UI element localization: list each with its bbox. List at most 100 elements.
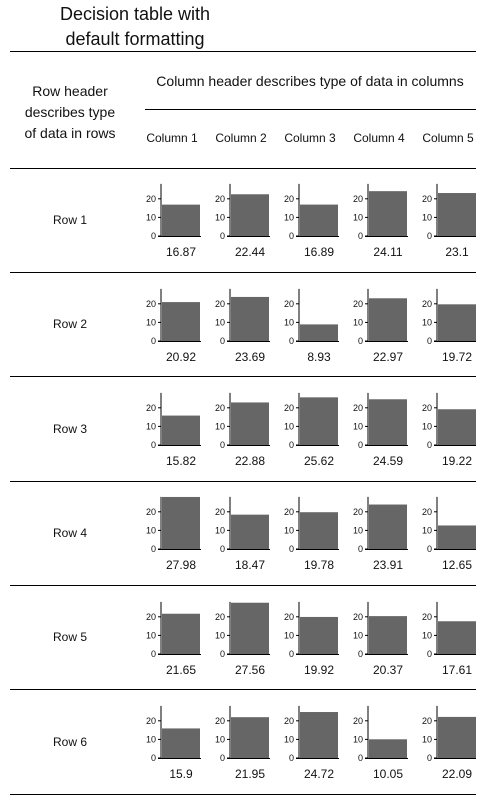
value-label-r5-c4: 20.37 [373, 663, 403, 677]
column-1-label: Column 1 [146, 131, 198, 145]
tick-label-r1-c3-20: 20 [284, 194, 294, 204]
tick-label-r3-c1-0: 0 [151, 440, 156, 450]
bar-r1-c3 [300, 204, 338, 236]
tick-label-r5-c1-20: 20 [146, 612, 156, 622]
bar-r3-c4 [369, 399, 407, 445]
tick-label-r2-c3-20: 20 [284, 299, 294, 309]
tick-label-r1-c5-20: 20 [422, 194, 432, 204]
tick-label-r4-c5-20: 20 [422, 507, 432, 517]
row-4-label: Row 4 [52, 526, 87, 540]
tick-label-r5-c4-0: 0 [358, 649, 363, 659]
value-label-r6-c4: 10.05 [373, 767, 403, 781]
tick-label-r5-c5-0: 0 [427, 649, 432, 659]
title-rule [10, 51, 476, 52]
tick-label-r6-c5-10: 10 [422, 734, 432, 744]
tick-label-r5-c3-10: 10 [284, 630, 294, 640]
tick-label-r6-c5-20: 20 [422, 716, 432, 726]
tick-label-r4-c3-10: 10 [284, 525, 294, 535]
bar-r4-c2 [231, 514, 269, 549]
tick-label-r3-c4-10: 10 [353, 421, 363, 431]
column-4-label: Column 4 [353, 131, 405, 145]
row-header-title: Row header describes type of data in row… [16, 81, 124, 144]
tick-label-r6-c4-20: 20 [353, 716, 363, 726]
tick-label-r1-c4-10: 10 [353, 212, 363, 222]
row-3-label: Row 3 [52, 422, 87, 436]
bar-r3-c5 [438, 409, 476, 445]
bar-r2-c2 [231, 296, 269, 341]
bar-r4-c3 [300, 512, 338, 549]
tick-label-r6-c1-0: 0 [151, 753, 156, 763]
value-label-r3-c5: 19.22 [442, 454, 472, 468]
tick-label-r5-c5-10: 10 [422, 630, 432, 640]
tick-label-r2-c3-10: 10 [284, 317, 294, 327]
value-label-r5-c1: 21.65 [166, 663, 196, 677]
value-label-r6-c1: 15.9 [169, 767, 193, 781]
bar-r2-c3 [300, 324, 338, 341]
bar-r6-c5 [438, 716, 476, 758]
value-label-r1-c2: 22.44 [235, 245, 265, 259]
tick-label-r6-c1-10: 10 [146, 734, 156, 744]
tick-label-r4-c1-20: 20 [146, 507, 156, 517]
tick-label-r4-c1-10: 10 [146, 525, 156, 535]
tick-label-r5-c1-10: 10 [146, 630, 156, 640]
tick-label-r6-c4-10: 10 [353, 734, 363, 744]
row-header-line-2: describes type [24, 104, 116, 120]
tick-label-r5-c3-0: 0 [289, 649, 294, 659]
tick-label-r3-c2-20: 20 [215, 403, 225, 413]
tick-label-r1-c1-20: 20 [146, 194, 156, 204]
value-label-r5-c5: 17.61 [442, 663, 472, 677]
column-header-title: Column header describes type of data in … [156, 73, 464, 89]
column-3-label: Column 3 [284, 131, 336, 145]
header-bottom-rule [10, 168, 476, 169]
tick-label-r5-c4-10: 10 [353, 630, 363, 640]
bar-r6-c3 [300, 712, 338, 758]
tick-label-r2-c5-20: 20 [422, 299, 432, 309]
bar-r2-c4 [369, 298, 407, 341]
bar-r4-c4 [369, 504, 407, 549]
row-1-rule [10, 272, 476, 273]
tick-label-r2-c4-0: 0 [358, 336, 363, 346]
chart-title: Decision table with default formatting [30, 2, 240, 52]
tick-label-r3-c1-20: 20 [146, 403, 156, 413]
tick-label-r3-c3-20: 20 [284, 403, 294, 413]
tick-label-r4-c4-10: 10 [353, 525, 363, 535]
tick-label-r2-c2-20: 20 [215, 299, 225, 309]
tick-label-r6-c4-0: 0 [358, 753, 363, 763]
tick-label-r2-c5-10: 10 [422, 317, 432, 327]
bar-r2-c5 [438, 304, 476, 341]
tick-label-r2-c5-0: 0 [427, 336, 432, 346]
value-label-r1-c3: 16.89 [304, 245, 334, 259]
value-label-r5-c3: 19.92 [304, 663, 334, 677]
tick-label-r6-c2-10: 10 [215, 734, 225, 744]
tick-label-r1-c2-20: 20 [215, 194, 225, 204]
bar-r1-c2 [231, 194, 269, 236]
value-label-r1-c1: 16.87 [166, 245, 196, 259]
tick-label-r1-c3-10: 10 [284, 212, 294, 222]
tick-label-r2-c3-0: 0 [289, 336, 294, 346]
tick-label-r3-c1-10: 10 [146, 421, 156, 431]
tick-label-r4-c3-20: 20 [284, 507, 294, 517]
tick-label-r3-c4-20: 20 [353, 403, 363, 413]
value-label-r5-c2: 27.56 [235, 663, 265, 677]
tick-label-r3-c5-0: 0 [427, 440, 432, 450]
row-4-rule [10, 585, 476, 586]
value-label-r6-c3: 24.72 [304, 767, 334, 781]
tick-label-r1-c4-20: 20 [353, 194, 363, 204]
tick-label-r5-c1-0: 0 [151, 649, 156, 659]
tick-label-r4-c2-20: 20 [215, 507, 225, 517]
column-5-label: Column 5 [422, 131, 474, 145]
tick-label-r3-c5-20: 20 [422, 403, 432, 413]
row-6-label: Row 6 [52, 735, 87, 749]
tick-label-r2-c2-10: 10 [215, 317, 225, 327]
value-label-r4-c5: 12.65 [442, 558, 472, 572]
tick-label-r3-c2-0: 0 [220, 440, 225, 450]
tick-label-r4-c2-0: 0 [220, 544, 225, 554]
value-label-r2-c1: 20.92 [166, 350, 196, 364]
tick-label-r4-c5-0: 0 [427, 544, 432, 554]
value-label-r4-c1: 27.98 [166, 558, 196, 572]
bar-r1-c5 [438, 193, 476, 236]
value-label-r3-c1: 15.82 [166, 454, 196, 468]
tick-label-r1-c1-10: 10 [146, 212, 156, 222]
value-label-r6-c2: 21.95 [235, 767, 265, 781]
